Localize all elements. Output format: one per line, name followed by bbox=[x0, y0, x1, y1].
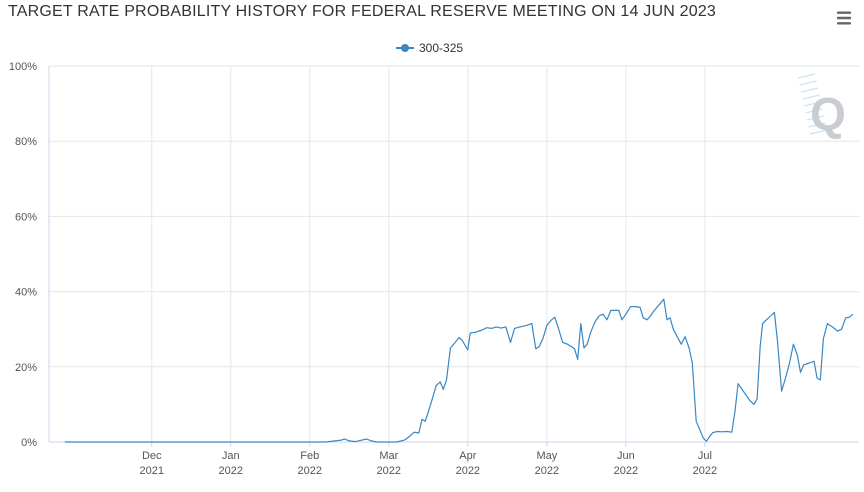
watermark-letter: Q bbox=[810, 88, 846, 140]
y-tick-label: 100% bbox=[9, 61, 37, 73]
x-tick-label-month: Jul bbox=[698, 450, 712, 462]
x-tick-label-month: Mar bbox=[379, 450, 398, 462]
watermark-stroke bbox=[808, 122, 826, 128]
hamburger-menu-icon bbox=[837, 11, 851, 25]
legend-label: 300-325 bbox=[419, 41, 464, 55]
x-tick-label-year: 2022 bbox=[298, 465, 322, 477]
x-tick-label-month: Jun bbox=[617, 450, 635, 462]
q-logo-icon: Q bbox=[797, 73, 846, 140]
watermark-stroke bbox=[805, 108, 823, 114]
x-tick-label-month: Apr bbox=[459, 450, 476, 462]
x-tick-label-month: Feb bbox=[300, 450, 319, 462]
watermark-stroke bbox=[799, 80, 817, 86]
x-tick-label-year: 2021 bbox=[139, 465, 163, 477]
watermark-stroke bbox=[806, 115, 825, 121]
x-tick-label-month: May bbox=[536, 450, 557, 462]
legend-item-300-325[interactable]: 300-325 bbox=[396, 40, 463, 56]
watermark-stroke bbox=[809, 129, 828, 135]
y-tick-label: 0% bbox=[21, 437, 37, 449]
circle-marker-icon bbox=[396, 44, 414, 52]
x-tick-label-year: 2022 bbox=[614, 465, 638, 477]
series-line-300-325[interactable] bbox=[64, 298, 854, 443]
x-tick-label-year: 2022 bbox=[456, 465, 480, 477]
watermark-stroke bbox=[797, 73, 816, 79]
x-tick-label-month: Jan bbox=[222, 450, 240, 462]
watermark-stroke bbox=[803, 101, 822, 107]
chart-title: TARGET RATE PROBABILITY HISTORY FOR FEDE… bbox=[8, 3, 717, 20]
y-tick-label: 40% bbox=[15, 287, 37, 299]
x-tick-label-year: 2022 bbox=[219, 465, 243, 477]
x-tick-label-year: 2022 bbox=[377, 465, 401, 477]
x-tick-label-year: 2022 bbox=[535, 465, 559, 477]
watermark-stroke bbox=[800, 87, 819, 93]
x-tick-label-year: 2022 bbox=[693, 465, 717, 477]
y-tick-label: 20% bbox=[15, 362, 37, 374]
y-tick-label: 60% bbox=[15, 211, 37, 223]
chart-menu-button[interactable] bbox=[834, 8, 854, 28]
watermark-stroke bbox=[802, 94, 820, 100]
y-tick-label: 80% bbox=[15, 136, 37, 148]
x-tick-label-month: Dec bbox=[142, 450, 162, 462]
